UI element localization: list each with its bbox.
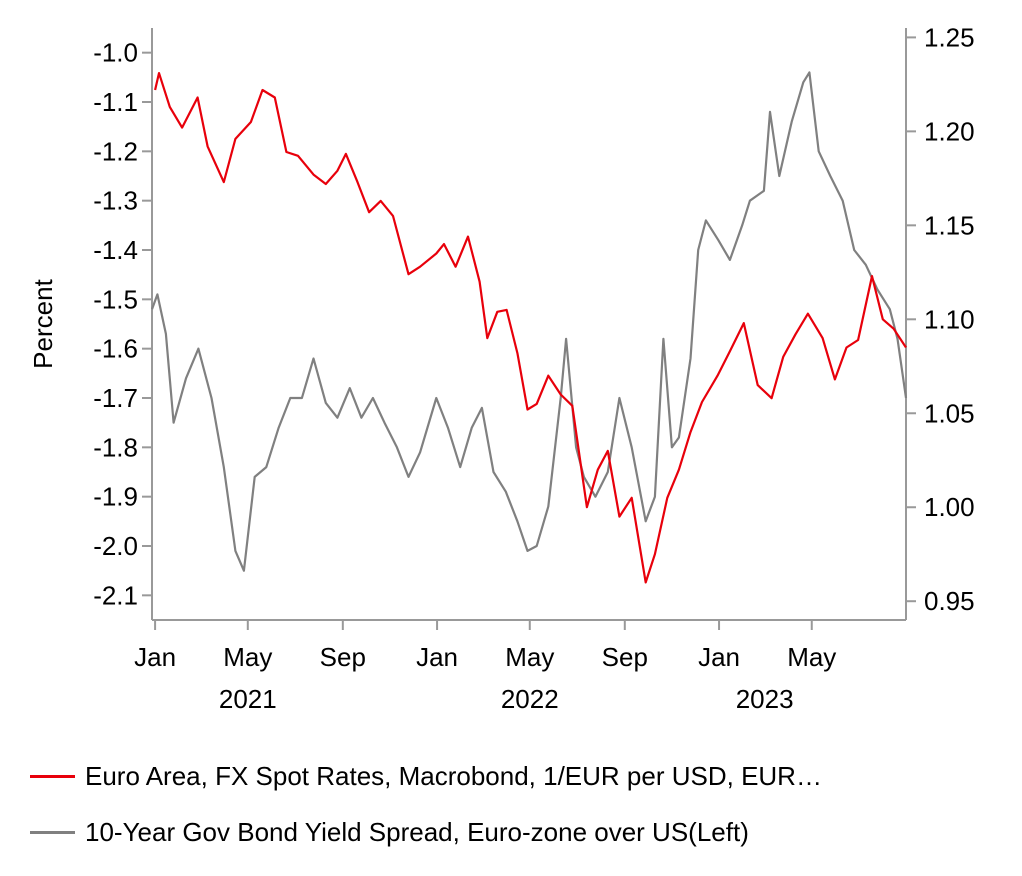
legend-item-yield-spread: 10-Year Gov Bond Yield Spread, Euro-zone…	[30, 804, 822, 860]
right-tick-label: 1.10	[924, 304, 975, 334]
legend-label-yield-spread: 10-Year Gov Bond Yield Spread, Euro-zone…	[85, 816, 749, 847]
x-tick-label: May	[505, 642, 554, 672]
left-tick-label: -1.9	[93, 482, 138, 512]
x-tick-label: Jan	[698, 642, 740, 672]
legend-swatch-gray	[30, 830, 75, 834]
right-tick-label: 1.25	[924, 22, 975, 52]
right-tick-label: 1.20	[924, 116, 975, 146]
legend-swatch-red	[30, 774, 75, 778]
x-tick-label: Jan	[416, 642, 458, 672]
x-tick-label: Jan	[134, 642, 176, 672]
series-layer	[150, 71, 908, 584]
left-tick-label: -1.2	[93, 136, 138, 166]
left-tick-label: -1.0	[93, 38, 138, 68]
left-tick-label: -1.3	[93, 186, 138, 216]
left-tick-label: -1.4	[93, 235, 138, 265]
right-tick-label: 1.15	[924, 210, 975, 240]
x-year-label: 2023	[736, 684, 794, 714]
left-tick-label: -2.0	[93, 531, 138, 561]
series-line-fx-spot-rate	[154, 72, 907, 584]
right-tick-label: 0.95	[924, 586, 975, 616]
left-tick-label: -1.1	[93, 87, 138, 117]
chart-legend: Euro Area, FX Spot Rates, Macrobond, 1/E…	[30, 748, 822, 860]
x-tick-label: Sep	[320, 642, 366, 672]
chart-axes: -1.0 -1.1 -1.2 -1.3 -1.4 -1.5 -1.6 -1.7 -1.8 -1.9…	[28, 22, 975, 714]
x-tick-label: May	[223, 642, 272, 672]
right-tick-label: 1.05	[924, 398, 975, 428]
x-tick-label: Sep	[602, 642, 648, 672]
x-year-label: 2022	[501, 684, 559, 714]
legend-item-fx-spot-rate: Euro Area, FX Spot Rates, Macrobond, 1/E…	[30, 748, 822, 804]
left-tick-label: -1.5	[93, 284, 138, 314]
y-axis-label-left: Percent	[28, 278, 58, 368]
left-tick-label: -1.7	[93, 383, 138, 413]
x-tick-label: May	[787, 642, 836, 672]
left-tick-label: -1.8	[93, 432, 138, 462]
x-year-label: 2021	[219, 684, 277, 714]
left-tick-label: -1.6	[93, 334, 138, 364]
legend-label-fx-spot-rate: Euro Area, FX Spot Rates, Macrobond, 1/E…	[85, 760, 822, 791]
series-line-yield-spread	[150, 71, 908, 572]
right-tick-label: 1.00	[924, 492, 975, 522]
left-tick-label: -2.1	[93, 580, 138, 610]
